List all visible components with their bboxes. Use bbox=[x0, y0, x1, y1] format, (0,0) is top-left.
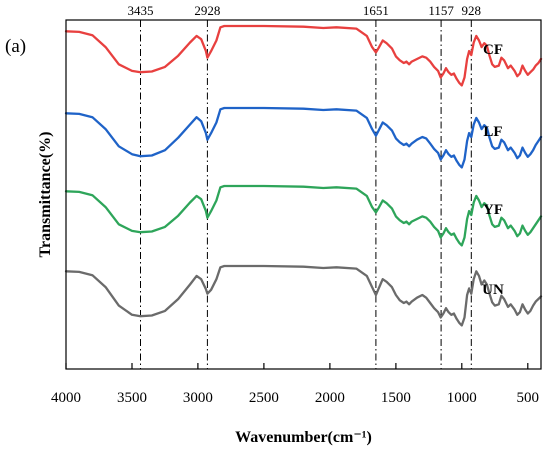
series-label-yf: YF bbox=[483, 202, 503, 218]
panel-label: (a) bbox=[5, 36, 26, 57]
x-tick-label: 3000 bbox=[183, 390, 213, 406]
x-tick-label: 3500 bbox=[117, 390, 147, 406]
y-axis-title: Transmittance(%) bbox=[37, 132, 54, 258]
x-tick-label: 500 bbox=[517, 390, 540, 406]
series-line-yf bbox=[64, 184, 543, 247]
series-label-cf: CF bbox=[483, 42, 503, 58]
x-tick-label: 1000 bbox=[447, 390, 477, 406]
x-tick-label: 4000 bbox=[51, 390, 81, 406]
series-line-lf bbox=[64, 106, 543, 169]
x-axis-ticks: 4000 3500 3000 2500 2000 1500 1000 500 bbox=[51, 363, 539, 406]
peak-marker-layer: 3435 2928 1651 1157 928 bbox=[128, 3, 482, 369]
peak-label-928: 928 bbox=[462, 3, 482, 18]
x-tick-label: 1500 bbox=[381, 390, 411, 406]
series-label-lf: LF bbox=[483, 124, 502, 140]
plot-frame bbox=[65, 19, 542, 370]
peak-label-2928: 2928 bbox=[194, 3, 220, 18]
peak-label-1651: 1651 bbox=[363, 3, 389, 18]
series-label-un: UN bbox=[482, 282, 504, 298]
x-axis-title: Wavenumber(cm⁻¹) bbox=[235, 429, 372, 446]
series-line-un bbox=[64, 264, 543, 327]
x-tick-label: 2000 bbox=[315, 390, 345, 406]
peak-label-3435: 3435 bbox=[128, 3, 154, 18]
peak-label-1157: 1157 bbox=[428, 3, 454, 18]
series-layer: CF LF YF UN bbox=[64, 24, 543, 327]
series-line-cf bbox=[64, 24, 543, 87]
x-tick-label: 2500 bbox=[249, 390, 279, 406]
